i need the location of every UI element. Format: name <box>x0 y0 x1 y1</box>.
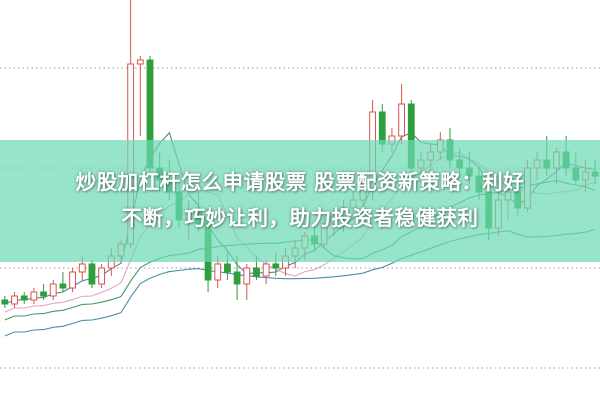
candle-body-27 <box>262 263 270 277</box>
candle-body-1 <box>11 295 18 305</box>
candle-body-7 <box>69 271 76 289</box>
candle-body-6 <box>59 283 67 289</box>
candle-body-23 <box>224 263 231 273</box>
candle-body-10 <box>98 267 106 285</box>
candle-body-8 <box>78 263 86 273</box>
candle-body-28 <box>272 263 280 269</box>
candle-body-25 <box>243 267 251 285</box>
candle-body-3 <box>30 291 38 301</box>
candle-body-26 <box>253 267 260 277</box>
candle-body-22 <box>214 263 222 281</box>
headline-line-2: 不断，巧妙让利，助力投资者稳健获利 <box>121 206 479 230</box>
candle-body-2 <box>20 295 28 301</box>
candle-body-24 <box>233 271 241 285</box>
candle-body-41 <box>398 103 406 137</box>
candle-body-0 <box>1 299 9 305</box>
headline: 炒股加杠杆怎么申请股票 股票配资新策略：利好 不断，巧妙让利，助力投资者稳健获利 <box>0 164 600 236</box>
headline-line-1: 炒股加杠杆怎么申请股票 股票配资新策略：利好 <box>75 170 525 194</box>
candle-body-14 <box>136 59 144 65</box>
candle-body-5 <box>49 283 57 297</box>
candle-body-4 <box>40 291 47 297</box>
candle-body-9 <box>88 263 96 285</box>
headline-banner <box>0 140 600 262</box>
